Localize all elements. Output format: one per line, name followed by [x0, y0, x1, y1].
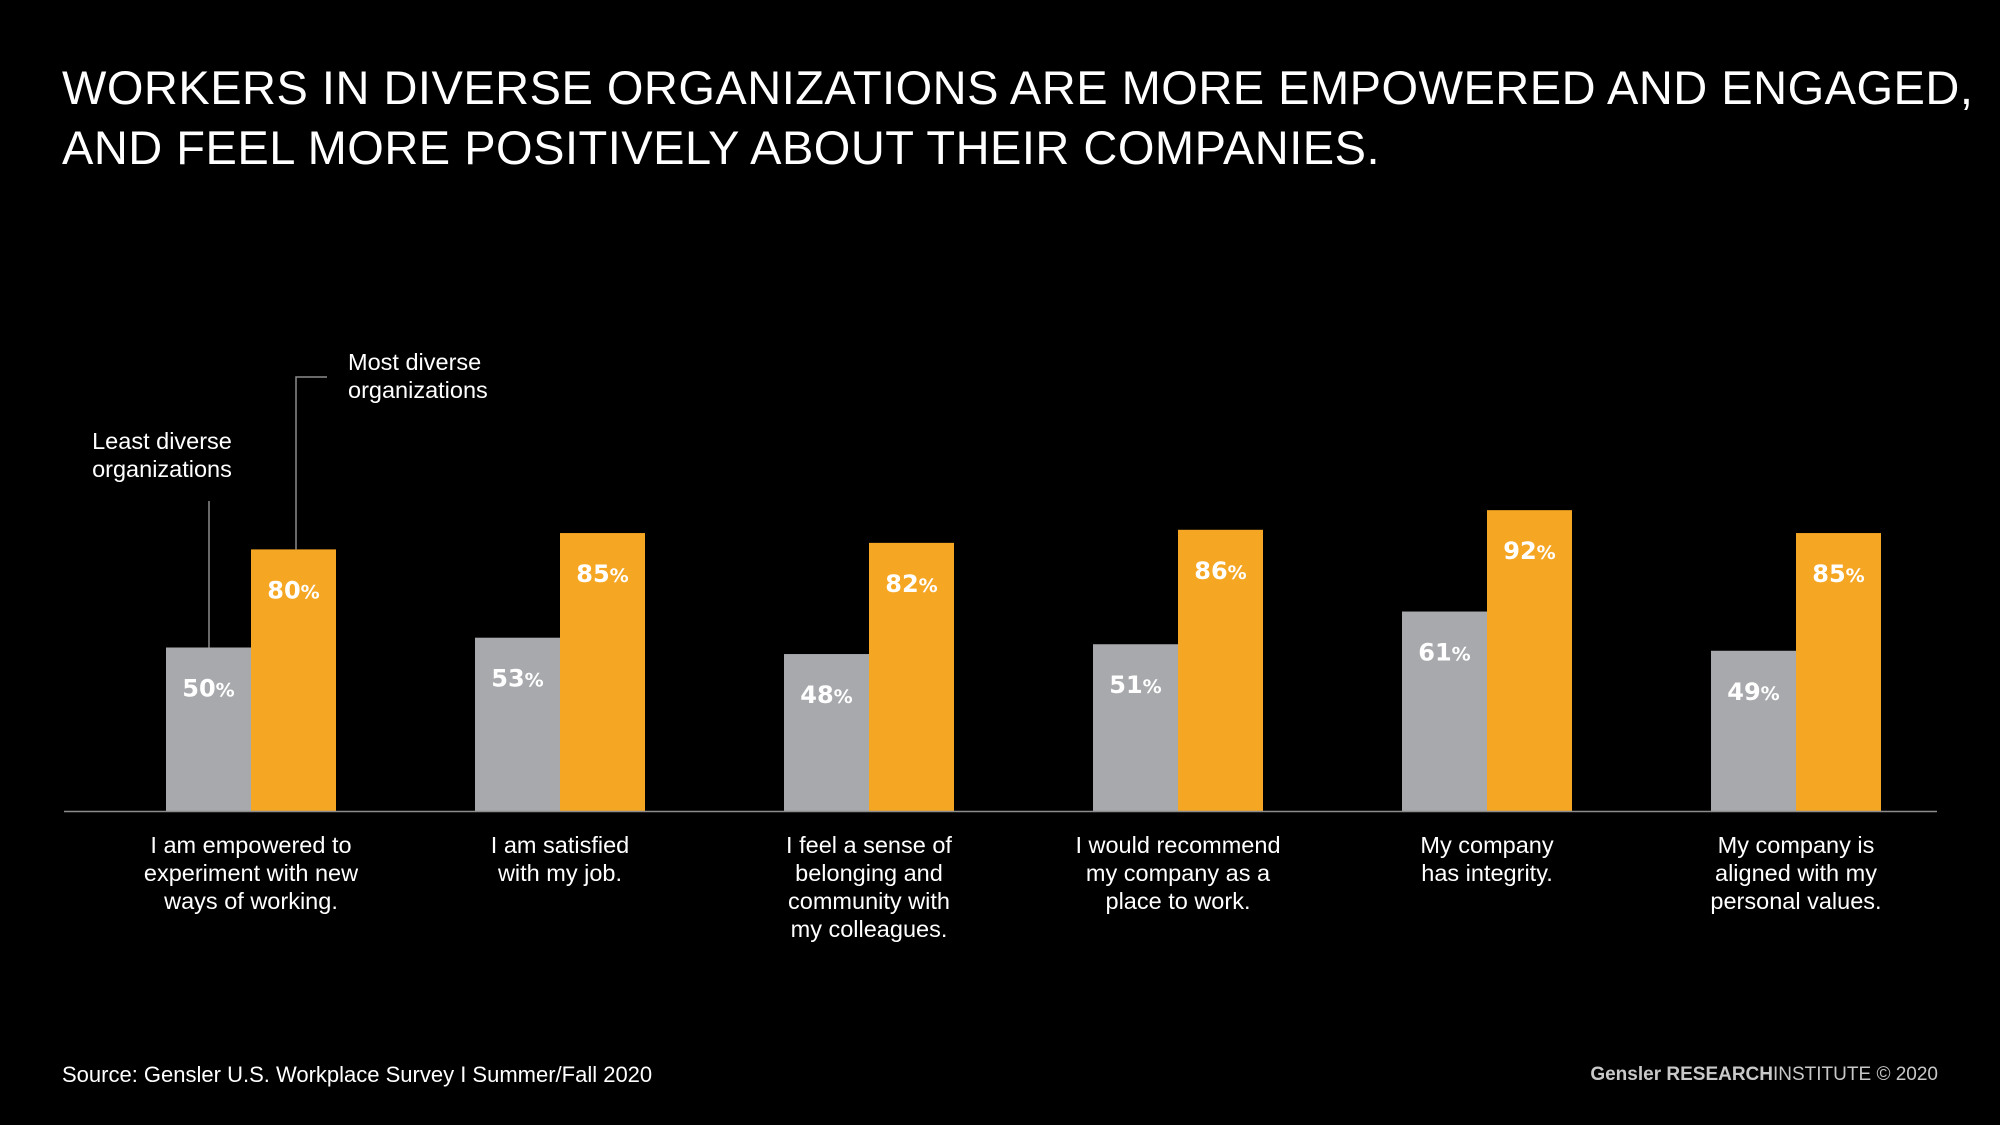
least-diverse-value-label-3: 48%: [800, 681, 852, 709]
legend-most-diverse: Most diverse organizations: [348, 349, 488, 403]
brand-research: RESEARCH: [1666, 1064, 1773, 1085]
least-diverse-value-label-4: 51%: [1109, 671, 1161, 699]
least-diverse-value-label-2: 53%: [491, 665, 543, 693]
most-diverse-bar-5: [1487, 510, 1572, 811]
least-diverse-value-label-1: 50%: [182, 675, 234, 703]
least-diverse-bar-6: [1711, 650, 1796, 811]
most-diverse-leader-line: [295, 376, 327, 550]
most-diverse-bar-1: [251, 549, 336, 811]
legend-least-diverse: Least diverse organizations: [92, 428, 232, 482]
chart-title-line-1: WORKERS IN DIVERSE ORGANIZATIONS ARE MOR…: [62, 61, 1974, 114]
least-diverse-bar-5: [1402, 611, 1487, 811]
brand-credit: Gensler RESEARCHINSTITUTE © 2020: [1590, 1064, 1938, 1086]
least-diverse-value-label-5: 61%: [1418, 639, 1470, 667]
least-diverse-bar-1: [166, 647, 251, 811]
chart-title: WORKERS IN DIVERSE ORGANIZATIONS ARE MOR…: [62, 58, 1974, 178]
most-diverse-bar-3: [869, 542, 954, 811]
most-diverse-bar-2: [560, 533, 645, 811]
brand-name: Gensler: [1590, 1064, 1662, 1085]
most-diverse-value-label-4: 86%: [1194, 557, 1246, 585]
category-label-5: My company has integrity.: [1420, 832, 1553, 886]
least-diverse-bar-4: [1093, 644, 1178, 811]
category-label-1: I am empowered to experiment with new ways…: [144, 832, 359, 914]
category-label-6: My company is aligned with my personal val…: [1710, 832, 1881, 914]
most-diverse-value-label-3: 82%: [885, 570, 937, 598]
chart-title-line-2: AND FEEL MORE POSITIVELY ABOUT THEIR COM…: [62, 121, 1381, 174]
category-label-3: I feel a sense of belonging and community …: [786, 832, 952, 942]
most-diverse-value-label-5: 92%: [1503, 537, 1555, 565]
most-diverse-value-label-6: 85%: [1812, 560, 1864, 588]
least-diverse-bar-2: [475, 637, 560, 811]
least-diverse-value-label-6: 49%: [1727, 678, 1779, 706]
category-label-2: I am satisfied with my job.: [491, 832, 629, 886]
source-note: Source: Gensler U.S. Workplace Survey I …: [62, 1062, 653, 1087]
brand-institute: INSTITUTE: [1773, 1064, 1872, 1085]
least-diverse-bar-3: [784, 654, 869, 811]
brand-copyright: © 2020: [1876, 1064, 1938, 1085]
most-diverse-value-label-1: 80%: [267, 576, 319, 604]
most-diverse-bar-6: [1796, 533, 1881, 811]
most-diverse-bar-4: [1178, 529, 1263, 811]
most-diverse-value-label-2: 85%: [576, 560, 628, 588]
category-label-4: I would recommend my company as a place to…: [1075, 832, 1280, 914]
